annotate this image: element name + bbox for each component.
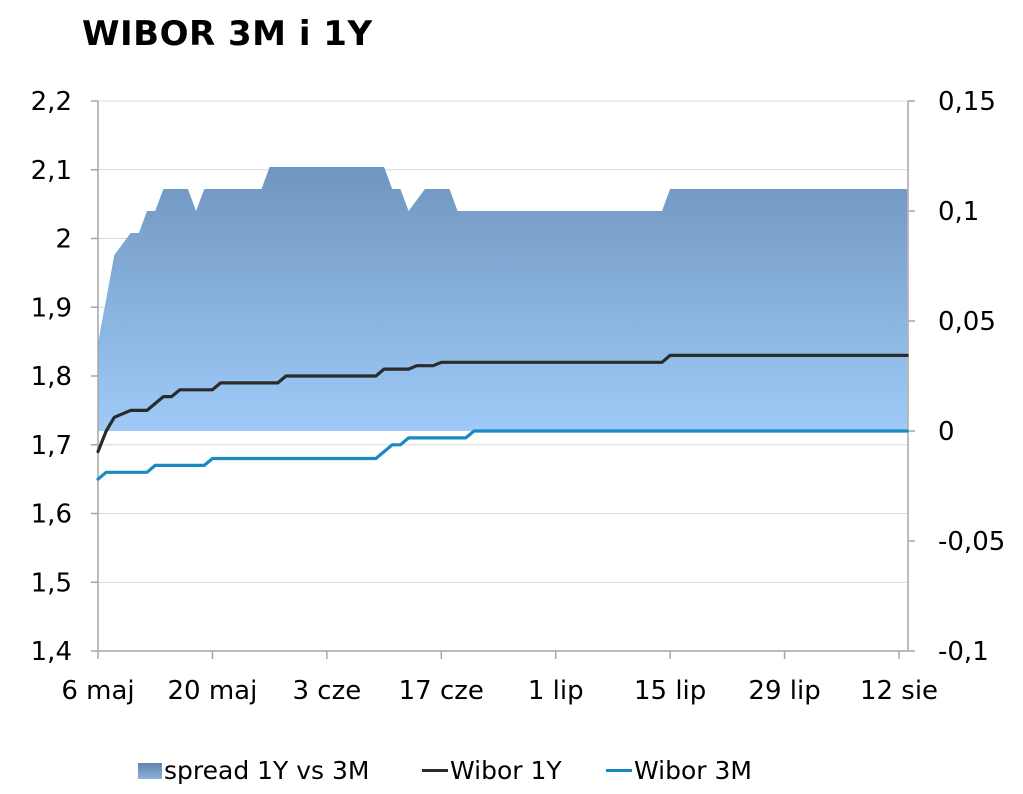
left-y-tick-label: 2,1 [31,156,72,186]
left-y-tick-label: 2,2 [31,87,72,117]
left-y-tick-label: 2 [55,225,72,255]
left-y-tick-label: 1,8 [31,362,72,392]
x-tick-label: 3 cze [292,676,361,706]
legend-item-wibor-3m: Wibor 3M [606,756,752,785]
right-y-tick-label: 0,05 [938,307,996,337]
x-tick-label: 12 sie [860,676,938,706]
legend-swatch-wibor-3m [606,769,632,772]
chart-title: WIBOR 3M i 1Y [82,14,373,54]
left-y-tick-labels: 1,4 1,5 1,6 1,7 1,8 1,9 2 2,1 2,2 [31,87,72,667]
right-y-tick-label: 0,15 [938,87,996,117]
legend-swatch-wibor-1y [422,769,448,772]
legend-item-spread: spread 1Y vs 3M [138,756,370,785]
wibor-3m-line [96,429,909,481]
legend: spread 1Y vs 3M Wibor 1Y Wibor 3M [0,752,1023,792]
spread-area [98,167,908,431]
chart-svg: 1,4 1,5 1,6 1,7 1,8 1,9 2 2,1 2,2 -0,1 -0,05 0 0,05… [31,87,1006,706]
legend-item-wibor-1y: Wibor 1Y [422,756,562,785]
right-y-tick-label: 0 [938,417,955,447]
x-tick-label: 15 lip [634,676,706,706]
spread-area-layer [98,167,908,431]
left-y-tick-label: 1,4 [31,637,72,667]
x-tick-label: 17 cze [399,676,484,706]
wibor-1y-line [96,353,909,454]
left-y-tick-label: 1,6 [31,500,72,530]
left-y-tick-label: 1,5 [31,568,72,598]
right-y-tick-labels: -0,1 -0,05 0 0,05 0,1 0,15 [938,87,1005,667]
x-tick-labels: 6 maj 20 maj 3 cze 17 cze 1 lip 15 lip 29 lip 1… [61,676,938,706]
series-lines [96,353,909,481]
x-tick-label: 20 maj [168,676,258,706]
x-tick-label: 6 maj [61,676,134,706]
legend-label-wibor-3m: Wibor 3M [634,756,752,785]
x-tick-label: 29 lip [748,676,820,706]
legend-label-wibor-1y: Wibor 1Y [450,756,562,785]
right-y-tick-label: -0,05 [938,527,1005,557]
right-y-tick-label: 0,1 [938,197,979,227]
axes [91,100,915,659]
legend-swatch-spread [138,762,162,779]
legend-label-spread: spread 1Y vs 3M [164,756,370,785]
x-tick-label: 1 lip [528,676,584,706]
right-y-tick-label: -0,1 [938,637,989,667]
left-y-tick-label: 1,9 [31,293,72,323]
left-y-tick-label: 1,7 [31,431,72,461]
